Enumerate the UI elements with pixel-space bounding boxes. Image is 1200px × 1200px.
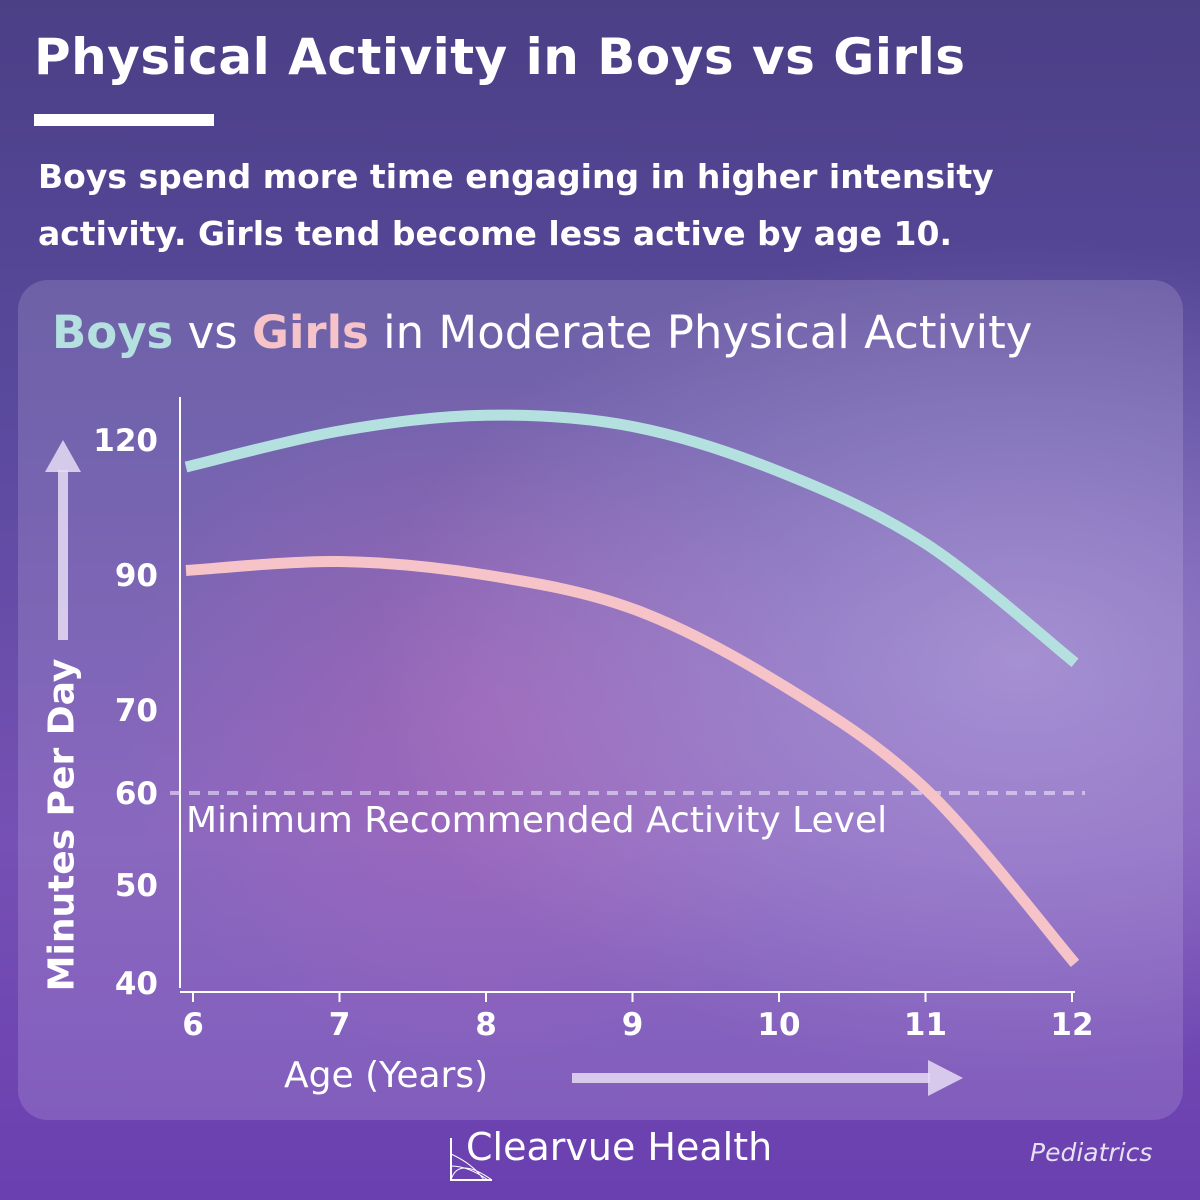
y-tick-label: 40 bbox=[115, 966, 158, 1002]
chart-title: Boys vs Girls in Moderate Physical Activ… bbox=[52, 306, 1032, 359]
page-title: Physical Activity in Boys vs Girls bbox=[34, 28, 966, 86]
chart-title-rest: in Moderate Physical Activity bbox=[368, 306, 1033, 359]
y-tick-label: 90 bbox=[115, 558, 158, 594]
x-tick-label: 11 bbox=[904, 1007, 947, 1043]
y-tick-label: 60 bbox=[115, 776, 158, 812]
x-axis-label: Age (Years) bbox=[284, 1055, 489, 1096]
y-arrow-head-icon bbox=[45, 440, 81, 472]
y-tick-label: 120 bbox=[93, 423, 158, 459]
series-line-girls bbox=[185, 555, 1080, 967]
brand-name: Clearvue Health bbox=[466, 1125, 773, 1169]
x-arrow-head-icon bbox=[928, 1060, 963, 1096]
y-tick-label: 70 bbox=[115, 693, 158, 729]
department-label: Pediatrics bbox=[1030, 1138, 1153, 1167]
x-tick-label: 8 bbox=[475, 1007, 497, 1043]
title-underline bbox=[34, 114, 214, 126]
x-tick-label: 7 bbox=[329, 1007, 351, 1043]
x-tick-label: 6 bbox=[182, 1007, 204, 1043]
x-tick-label: 9 bbox=[622, 1007, 644, 1043]
chart-title-girls: Girls bbox=[252, 306, 369, 359]
y-tick-label: 50 bbox=[115, 868, 158, 904]
y-axis-label: Minutes Per Day bbox=[41, 658, 83, 992]
x-tick-label: 10 bbox=[757, 1007, 800, 1043]
clearvue-logo-icon bbox=[450, 1138, 493, 1181]
x-tick-label: 12 bbox=[1050, 1007, 1093, 1043]
chart-title-boys: Boys bbox=[52, 306, 174, 359]
reference-line-label: Minimum Recommended Activity Level bbox=[186, 800, 888, 841]
series-line-boys bbox=[184, 409, 1079, 668]
page-subtitle: Boys spend more time engaging in higher … bbox=[38, 157, 994, 253]
chart-title-vs: vs bbox=[173, 306, 253, 359]
